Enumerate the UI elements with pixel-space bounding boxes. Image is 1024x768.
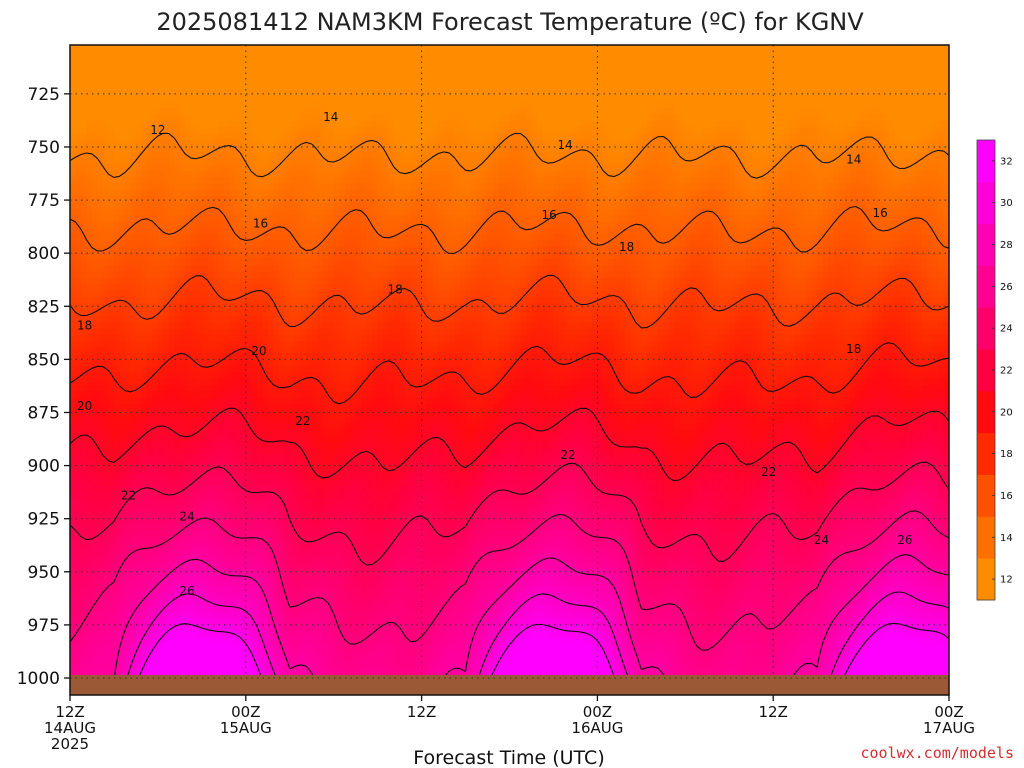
x-tick-label-12-0: 00Z	[231, 703, 260, 721]
y-tick-label-875: 875	[28, 404, 60, 424]
y-tick-label-975: 975	[28, 616, 60, 636]
colorbar-swatch-8	[977, 223, 995, 266]
colorbar-swatch-1	[977, 516, 995, 559]
y-tick-label-850: 850	[28, 350, 60, 370]
y-tick-label-750: 750	[28, 138, 60, 158]
colorbar-label-18: 18	[1000, 449, 1013, 460]
colorbar-label-28: 28	[1000, 240, 1013, 251]
x-axis-label: Forecast Time (UTC)	[413, 747, 604, 768]
contour-line-16	[70, 274, 949, 329]
colorbar-swatch-7	[977, 265, 995, 308]
colorbar-swatch-9	[977, 181, 995, 225]
colorbar-label-16: 16	[1000, 491, 1013, 502]
x-tick-label-36-0: 00Z	[583, 703, 612, 721]
colorbar-label-22: 22	[1000, 366, 1013, 377]
contour-line-22	[70, 461, 949, 566]
x-tick-label-36-1: 16AUG	[571, 719, 623, 737]
contour-line-30	[139, 622, 949, 675]
colorbar-swatch-10	[977, 140, 995, 183]
x-tick-label-24-0: 12Z	[407, 703, 436, 721]
contour-line-18	[70, 342, 949, 405]
contour-line-12	[70, 132, 949, 179]
colorbar-label-26: 26	[1000, 282, 1013, 293]
contour-line-24	[70, 510, 949, 651]
colorbar-swatch-4	[977, 390, 995, 434]
colorbar-label-32: 32	[1000, 156, 1013, 167]
contour-label-15: 22	[560, 448, 575, 462]
temperature-field	[70, 45, 949, 675]
colorbar-swatch-3	[977, 432, 995, 475]
contour-lines	[70, 132, 949, 675]
colorbar: 12 14 16 18 20 22 24 26 28 30 32	[976, 139, 1013, 601]
contour-label-1: 14	[323, 110, 338, 124]
colorbar-label-20: 20	[1000, 407, 1013, 418]
contour-label-6: 16	[872, 206, 887, 220]
contour-label-5: 16	[541, 208, 556, 222]
contour-label-14: 22	[295, 414, 310, 428]
contour-label-13: 22	[121, 488, 136, 502]
colorbar-label-12: 12	[1000, 575, 1013, 586]
contour-label-12: 20	[251, 344, 266, 358]
y-tick-label-775: 775	[28, 191, 60, 211]
y-tick-label-925: 925	[28, 510, 60, 530]
y-tick-label-900: 900	[28, 457, 60, 477]
y-tick-label-950: 950	[28, 563, 60, 583]
colorbar-label-14: 14	[1000, 533, 1013, 544]
contour-label-4: 16	[253, 216, 268, 230]
contour-label-2: 14	[558, 138, 573, 152]
chart-title: 2025081412 NAM3KM Forecast Temperature (…	[156, 8, 864, 36]
contour-label-11: 20	[77, 399, 92, 413]
y-tick-label-825: 825	[28, 297, 60, 317]
contour-label-18: 24	[814, 533, 829, 547]
y-axis: 725 750 775 800 825 850 875 900 925 950 975 1000	[17, 85, 70, 689]
x-tick-label-0-2: 2025	[51, 735, 89, 753]
x-tick-label-60-1: 17AUG	[923, 719, 975, 737]
y-tick-label-725: 725	[28, 85, 60, 105]
contour-label-7: 18	[77, 318, 92, 332]
colorbar-label-30: 30	[1000, 198, 1013, 209]
contour-label-19: 26	[180, 584, 195, 598]
grid-lines	[69, 45, 950, 679]
ground-surface	[70, 675, 949, 695]
contour-label-9: 18	[619, 240, 634, 254]
contour-label-0: 12	[150, 123, 165, 137]
contour-label-20: 26	[897, 533, 912, 547]
colorbar-swatch-5	[977, 349, 995, 392]
x-tick-label-48-0: 12Z	[759, 703, 788, 721]
contour-label-17: 24	[180, 510, 195, 524]
x-tick-label-12-1: 15AUG	[220, 719, 272, 737]
colorbar-label-24: 24	[1000, 324, 1013, 335]
credit-link[interactable]: coolwx.com/models	[860, 744, 1014, 762]
contour-label-10: 18	[846, 342, 861, 356]
contour-labels: 12 14 14 14 16 16 16 18 18 18 18 20 20 22 22 22 22 24 24 26…	[77, 110, 913, 598]
y-tick-label-1000: 1000	[17, 669, 60, 689]
plot-frame	[69, 44, 950, 696]
x-tick-label-0-1: 14AUG	[44, 719, 96, 737]
colorbar-swatch-6	[977, 307, 995, 350]
colorbar-swatch-2	[977, 474, 995, 517]
contour-label-3: 14	[846, 153, 861, 167]
contour-label-16: 22	[761, 465, 776, 479]
contour-line-26	[114, 554, 949, 675]
contour-label-8: 18	[388, 282, 403, 296]
contour-line-28	[127, 591, 949, 675]
x-tick-label-0-0: 12Z	[55, 703, 84, 721]
colorbar-swatch-0	[977, 558, 995, 601]
x-tick-label-60-0: 00Z	[934, 703, 963, 721]
contour-line-20	[70, 407, 949, 482]
contour-line-14	[70, 205, 949, 255]
y-tick-label-800: 800	[28, 244, 60, 264]
